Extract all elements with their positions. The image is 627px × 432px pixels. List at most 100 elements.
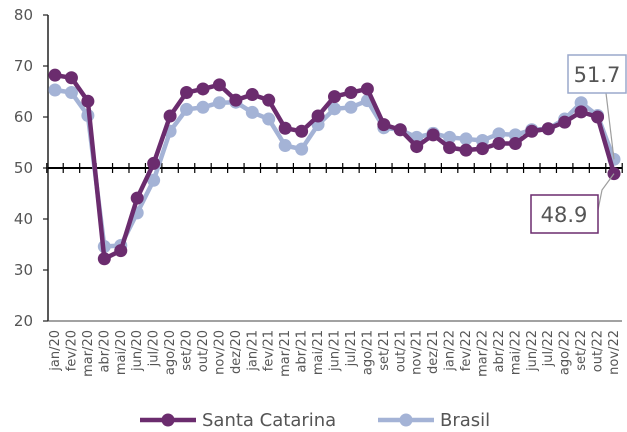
data-point bbox=[64, 71, 78, 85]
data-point bbox=[48, 68, 62, 82]
x-tick-label: set/20 bbox=[180, 330, 195, 371]
data-point bbox=[196, 82, 210, 96]
x-tick-label: nov/21 bbox=[410, 330, 425, 375]
x-tick-label: abr/22 bbox=[492, 330, 507, 373]
data-point bbox=[278, 139, 292, 153]
data-point bbox=[229, 93, 243, 107]
data-point bbox=[212, 78, 226, 92]
data-point bbox=[245, 88, 259, 102]
x-tick-label: jan/22 bbox=[443, 330, 458, 372]
y-tick-label: 70 bbox=[14, 57, 33, 75]
data-point bbox=[574, 105, 588, 119]
data-point bbox=[443, 130, 457, 144]
series-layer bbox=[48, 68, 621, 266]
x-tick-label: jul/21 bbox=[344, 330, 359, 367]
data-point bbox=[574, 96, 588, 110]
x-tick-label: mai/20 bbox=[114, 330, 129, 375]
callout-box-sc bbox=[530, 194, 599, 234]
x-tick-label: fev/22 bbox=[459, 330, 474, 371]
data-point bbox=[180, 86, 194, 100]
data-point bbox=[591, 110, 605, 124]
callout-label-brasil: 51.7 bbox=[574, 63, 621, 87]
data-point bbox=[295, 142, 309, 156]
y-tick-label: 50 bbox=[14, 159, 33, 177]
data-point bbox=[114, 244, 128, 258]
data-point bbox=[508, 137, 522, 151]
x-tick-label: jan/21 bbox=[245, 330, 260, 372]
x-tick-label: out/21 bbox=[393, 330, 408, 372]
callout-box-brasil bbox=[567, 54, 627, 94]
callout-leader-sc bbox=[597, 173, 615, 211]
callout-leader-brasil bbox=[605, 92, 615, 160]
x-tick-label: mai/21 bbox=[311, 330, 326, 375]
x-tick-label: mai/22 bbox=[508, 330, 523, 375]
data-point bbox=[525, 124, 539, 138]
x-tick-label: dez/20 bbox=[229, 330, 244, 374]
x-tick-label: mar/21 bbox=[278, 330, 293, 377]
x-tick-label: out/20 bbox=[196, 330, 211, 372]
data-point bbox=[262, 93, 276, 107]
x-tick-label: dez/21 bbox=[426, 330, 441, 374]
data-point bbox=[393, 123, 407, 137]
x-tick-label: set/22 bbox=[574, 330, 589, 371]
data-point bbox=[492, 127, 506, 141]
data-point bbox=[475, 142, 489, 156]
x-tick-label: out/22 bbox=[591, 330, 606, 372]
data-point bbox=[410, 140, 424, 154]
data-point bbox=[196, 100, 210, 114]
data-point bbox=[295, 124, 309, 138]
data-point bbox=[81, 94, 95, 108]
x-tick-label: abr/20 bbox=[97, 330, 112, 373]
y-tick-label: 40 bbox=[14, 210, 33, 228]
legend-swatch-marker bbox=[399, 413, 413, 427]
data-point bbox=[541, 122, 555, 136]
data-point bbox=[212, 96, 226, 110]
data-point bbox=[443, 141, 457, 155]
data-point bbox=[180, 102, 194, 116]
data-point bbox=[328, 102, 341, 116]
x-tick-label: set/21 bbox=[377, 330, 392, 371]
y-axis: 20 30 40 50 60 70 80 bbox=[14, 6, 49, 330]
legend: Santa Catarina Brasil bbox=[140, 410, 490, 431]
x-axis: jan/20 fev/20 mar/20 abr/20 mai/20 jun/20 jul/… bbox=[46, 163, 623, 377]
data-point bbox=[426, 128, 440, 142]
x-tick-label: fev/20 bbox=[64, 330, 79, 371]
x-tick-label: jan/20 bbox=[48, 330, 63, 372]
y-tick-label: 60 bbox=[14, 108, 33, 126]
callout-label-sc: 48.9 bbox=[541, 203, 588, 227]
y-tick-label: 30 bbox=[14, 261, 33, 279]
x-tick-label: fev/21 bbox=[262, 330, 277, 371]
legend-label: Santa Catarina bbox=[202, 410, 336, 431]
data-point bbox=[147, 173, 161, 187]
data-point bbox=[147, 156, 161, 170]
data-point bbox=[328, 90, 341, 104]
data-point bbox=[245, 105, 259, 119]
y-tick-label: 80 bbox=[14, 6, 33, 24]
x-tick-label: ago/22 bbox=[558, 330, 573, 375]
data-point bbox=[344, 86, 358, 100]
data-point bbox=[492, 137, 506, 151]
x-tick-label: nov/20 bbox=[212, 330, 227, 375]
data-point bbox=[278, 121, 292, 135]
x-tick-label: nov/22 bbox=[607, 330, 622, 375]
x-tick-label: abr/21 bbox=[295, 330, 310, 373]
x-tick-label: jul/22 bbox=[541, 330, 556, 367]
data-point bbox=[97, 252, 111, 266]
legend-item-brasil: Brasil bbox=[378, 410, 490, 431]
data-point bbox=[558, 115, 572, 129]
data-point bbox=[311, 109, 325, 123]
data-point bbox=[48, 83, 62, 97]
data-point bbox=[163, 109, 177, 123]
x-tick-label: ago/20 bbox=[163, 330, 178, 375]
x-tick-label: jun/20 bbox=[130, 330, 145, 372]
x-tick-label: ago/21 bbox=[360, 330, 375, 375]
data-point bbox=[459, 143, 473, 157]
x-tick-label: mar/20 bbox=[81, 330, 96, 377]
legend-swatch-marker bbox=[161, 413, 175, 427]
data-point bbox=[130, 191, 144, 205]
legend-label: Brasil bbox=[440, 410, 490, 431]
data-point bbox=[64, 86, 78, 100]
data-point bbox=[459, 132, 473, 146]
callouts: 51.7 48.9 bbox=[530, 54, 627, 234]
